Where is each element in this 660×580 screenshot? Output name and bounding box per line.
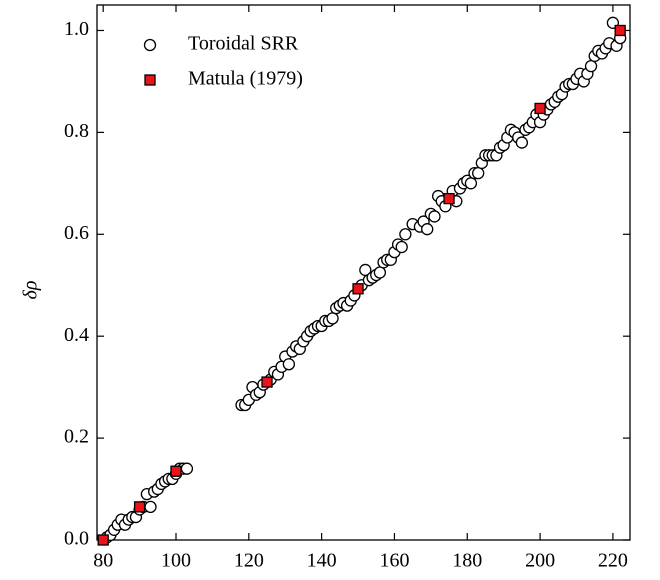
x-tick-label: 200 — [525, 550, 555, 572]
point — [262, 377, 272, 387]
y-tick-label: 0.6 — [64, 222, 89, 244]
point — [615, 25, 625, 35]
point — [465, 178, 476, 189]
point — [400, 229, 411, 240]
point — [429, 211, 440, 222]
point — [98, 535, 108, 545]
point — [283, 359, 294, 370]
y-tick-label: 0.2 — [64, 426, 89, 448]
y-tick-label: 0.0 — [64, 528, 89, 550]
x-tick-label: 180 — [452, 550, 482, 572]
x-tick-label: 140 — [307, 550, 337, 572]
y-tick-label: 1.0 — [64, 18, 89, 40]
point — [444, 194, 454, 204]
x-tick-label: 220 — [598, 550, 628, 572]
point — [396, 242, 407, 253]
point — [171, 466, 181, 476]
point — [473, 168, 484, 179]
point — [516, 137, 527, 148]
x-tick-label: 120 — [234, 550, 264, 572]
y-axis-label: δρ — [20, 281, 42, 300]
legend-marker — [145, 75, 155, 85]
legend-marker — [145, 40, 156, 51]
legend-label: Toroidal SRR — [188, 33, 299, 55]
point — [535, 103, 545, 113]
x-tick-label: 160 — [379, 550, 409, 572]
point — [353, 284, 363, 294]
legend-label: Matula (1979) — [188, 68, 303, 90]
point — [422, 224, 433, 235]
point — [374, 267, 385, 278]
point — [181, 463, 192, 474]
point — [327, 313, 338, 324]
x-tick-label: 80 — [93, 550, 113, 572]
point — [145, 501, 156, 512]
y-tick-label: 0.8 — [64, 120, 89, 142]
point — [135, 502, 145, 512]
y-tick-label: 0.4 — [64, 324, 89, 346]
x-tick-label: 100 — [161, 550, 191, 572]
point — [586, 61, 597, 72]
